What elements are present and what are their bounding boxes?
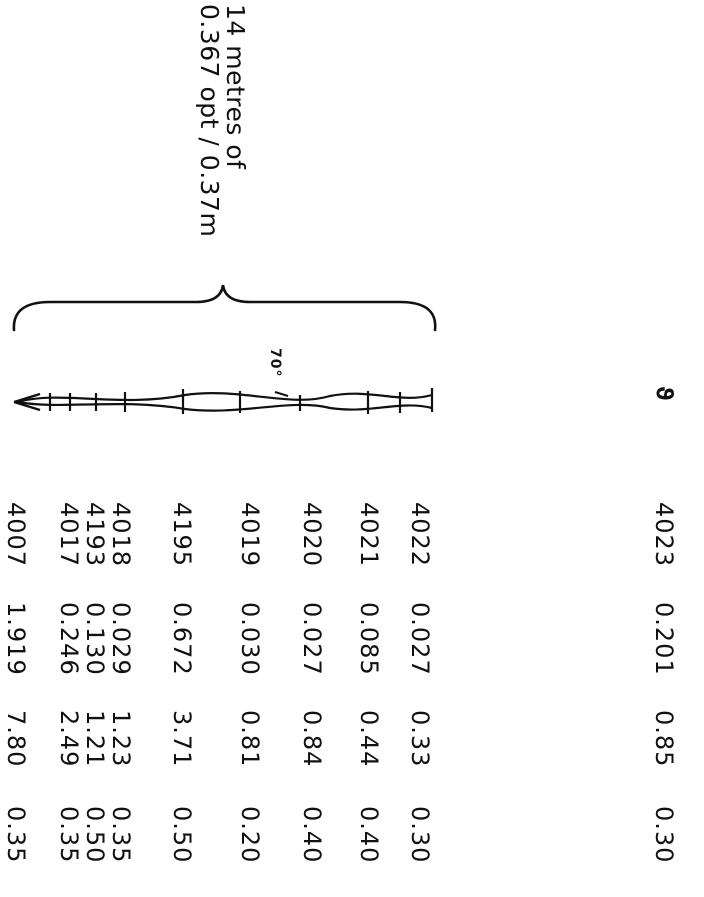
value-a: 0.201 [650, 602, 678, 676]
sample-code: 4019 [236, 502, 264, 568]
value-b: 2.49 [55, 710, 83, 768]
sample-code: 4193 [81, 502, 109, 568]
value-a: 0.027 [406, 602, 434, 676]
value-a: 0.130 [81, 602, 109, 676]
core-dividers [48, 388, 434, 414]
angle-marker [274, 391, 289, 397]
value-b: 7.80 [2, 710, 30, 768]
core-edge-left [17, 392, 433, 404]
value-a: 0.246 [55, 602, 83, 676]
value-c: 0.30 [650, 806, 678, 864]
value-a: 0.029 [107, 602, 135, 676]
value-b: 0.81 [236, 710, 264, 768]
value-c: 0.50 [81, 806, 109, 864]
value-a: 0.030 [236, 602, 264, 676]
value-b: 0.85 [650, 710, 678, 768]
value-c: 0.20 [236, 806, 264, 864]
value-b: 0.84 [298, 710, 326, 768]
value-c: 0.40 [298, 806, 326, 864]
core-tip [13, 392, 41, 412]
sample-code: 4023 [650, 502, 678, 568]
value-c: 0.35 [107, 806, 135, 864]
value-c: 0.30 [406, 806, 434, 864]
value-b: 1.23 [107, 710, 135, 768]
core-edge-right [17, 400, 433, 412]
value-a: 1.919 [2, 602, 30, 676]
sample-code: 4022 [406, 502, 434, 568]
value-c: 0.35 [55, 806, 83, 864]
value-b: 0.33 [406, 710, 434, 768]
value-b: 1.21 [81, 710, 109, 768]
sample-code: 4021 [355, 502, 383, 568]
angle-label: 70° [267, 348, 283, 378]
brace [12, 284, 437, 332]
value-a: 0.672 [168, 602, 196, 676]
sample-code: 4017 [55, 502, 83, 568]
value-c: 0.35 [2, 806, 30, 864]
value-c: 0.40 [355, 806, 383, 864]
value-a: 0.085 [355, 602, 383, 676]
sample-code: 4018 [107, 502, 135, 568]
sample-code: 4195 [168, 502, 196, 568]
value-b: 0.44 [355, 710, 383, 768]
symbol-glyph: ϑ [651, 386, 676, 402]
sample-code: 4020 [298, 502, 326, 568]
value-b: 3.71 [168, 710, 196, 768]
value-a: 0.027 [298, 602, 326, 676]
value-c: 0.50 [168, 806, 196, 864]
sample-code: 4007 [2, 502, 30, 568]
